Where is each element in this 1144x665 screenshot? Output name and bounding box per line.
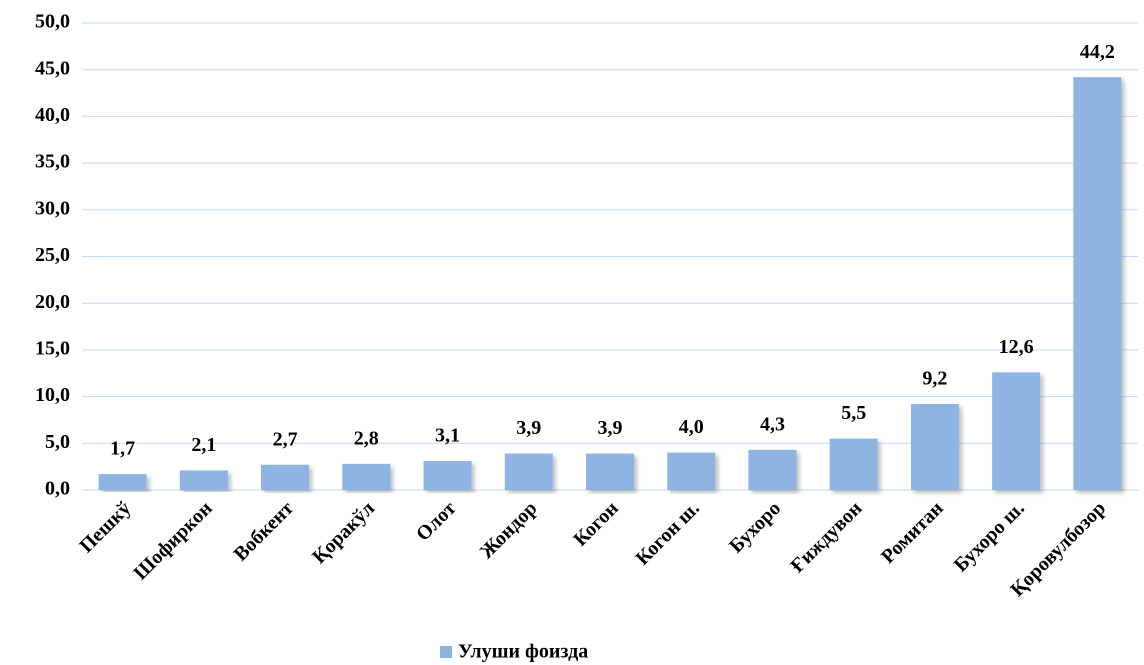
bar	[423, 461, 472, 490]
legend-swatch	[440, 646, 452, 658]
x-tick-label: Жондор	[476, 497, 542, 563]
bar	[992, 372, 1041, 490]
bar	[667, 452, 716, 490]
y-tick-label: 45,0	[35, 57, 70, 79]
bar	[98, 474, 147, 490]
data-label: 1,7	[110, 438, 135, 460]
y-tick-label: 20,0	[35, 291, 70, 313]
x-tick-label: Қоракўл	[308, 497, 379, 568]
y-tick-label: 25,0	[35, 244, 70, 266]
bar	[748, 449, 797, 490]
y-tick-label: 50,0	[35, 11, 70, 33]
y-tick-label: 30,0	[35, 197, 70, 219]
legend-label: Улуши фоизда	[458, 641, 588, 663]
data-label: 3,9	[516, 417, 541, 439]
bar	[342, 463, 391, 490]
x-tick-label: Шофиркон	[129, 497, 216, 584]
data-label: 3,1	[435, 425, 460, 447]
x-tick-label: Пешкў	[75, 497, 135, 557]
bar	[829, 438, 878, 490]
bar	[910, 404, 959, 490]
y-tick-label: 5,0	[45, 431, 70, 453]
data-label: 2,7	[273, 428, 298, 450]
bar	[1073, 77, 1122, 490]
x-tick-label: Бухоро	[725, 497, 785, 557]
y-tick-label: 35,0	[35, 151, 70, 173]
x-tick-label: Ромитан	[877, 497, 948, 568]
y-tick-label: 0,0	[45, 478, 70, 500]
data-label: 2,8	[354, 427, 379, 449]
y-tick-label: 10,0	[35, 384, 70, 406]
x-tick-label: Олот	[412, 497, 460, 545]
x-tick-label: Бухоро ш.	[950, 497, 1029, 576]
data-label: 4,3	[760, 413, 785, 435]
bar	[504, 453, 553, 490]
y-tick-label: 15,0	[35, 337, 70, 359]
bar	[179, 470, 228, 490]
x-tick-label: Когон	[569, 497, 622, 550]
x-tick-label: Ғиждувон	[787, 497, 867, 577]
bar	[586, 453, 634, 490]
bar	[261, 464, 310, 490]
data-label: 9,2	[922, 368, 947, 390]
y-tick-label: 40,0	[35, 104, 70, 126]
data-label: 4,0	[679, 416, 704, 438]
data-label: 5,5	[841, 402, 866, 424]
data-label: 44,2	[1080, 41, 1115, 63]
data-label: 2,1	[191, 434, 216, 456]
data-label: 3,9	[598, 417, 623, 439]
data-label: 12,6	[999, 336, 1034, 358]
x-tick-label: Когон ш.	[632, 497, 704, 569]
x-tick-label: Вобкент	[230, 497, 298, 565]
